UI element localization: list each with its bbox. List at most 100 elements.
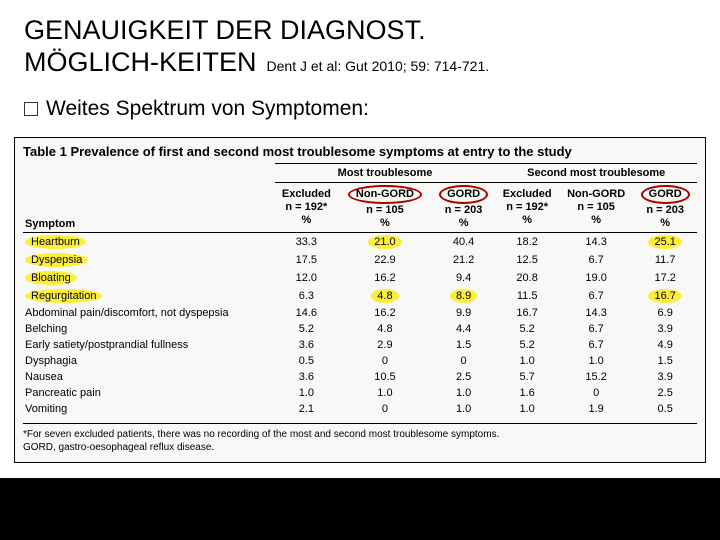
table-cell: 2.5 bbox=[633, 385, 697, 401]
data-table: Most troublesome Second most troublesome… bbox=[23, 163, 697, 418]
column-header: Excludedn = 192*% bbox=[495, 182, 559, 233]
table-cell: 1.0 bbox=[432, 385, 496, 401]
table-caption: Table 1 Prevalence of first and second m… bbox=[23, 144, 697, 159]
table-cell: 33.3 bbox=[275, 233, 339, 252]
table-cell: 17.5 bbox=[275, 251, 339, 269]
table-cell: 14.6 bbox=[275, 305, 339, 321]
symptom-label: Vomiting bbox=[23, 401, 275, 417]
table-cell: 8.9 bbox=[432, 287, 496, 305]
table-cell: 16.7 bbox=[633, 287, 697, 305]
table-cell: 4.9 bbox=[633, 337, 697, 353]
group-header-most: Most troublesome bbox=[275, 163, 496, 182]
table-cell: 16.2 bbox=[338, 269, 432, 287]
table-cell: 6.3 bbox=[275, 287, 339, 305]
table-row: Heartburn33.321.040.418.214.325.1 bbox=[23, 233, 697, 252]
table-cell: 1.9 bbox=[559, 401, 633, 417]
column-header: GORDn = 203% bbox=[633, 182, 697, 233]
table-cell: 16.7 bbox=[495, 305, 559, 321]
bullet-line: Weites Spektrum von Symptomen: bbox=[0, 85, 720, 127]
footnote-1: *For seven excluded patients, there was … bbox=[23, 428, 697, 441]
table-row: Bloating12.016.29.420.819.017.2 bbox=[23, 269, 697, 287]
table-cell: 6.7 bbox=[559, 287, 633, 305]
table-cell: 0 bbox=[559, 385, 633, 401]
table-cell: 16.2 bbox=[338, 305, 432, 321]
citation: Dent J et al: Gut 2010; 59: 714-721. bbox=[267, 58, 490, 74]
table-cell: 9.4 bbox=[432, 269, 496, 287]
table-cell: 40.4 bbox=[432, 233, 496, 252]
table-cell: 9.9 bbox=[432, 305, 496, 321]
table-cell: 2.5 bbox=[432, 369, 496, 385]
slide: GENAUIGKEIT DER DIAGNOST. MÖGLICH-KEITEN… bbox=[0, 0, 720, 540]
table-cell: 1.0 bbox=[559, 353, 633, 369]
table-cell: 21.2 bbox=[432, 251, 496, 269]
table-cell: 2.1 bbox=[275, 401, 339, 417]
title-block: GENAUIGKEIT DER DIAGNOST. MÖGLICH-KEITEN… bbox=[0, 0, 720, 85]
table-row: Dyspepsia17.522.921.212.56.711.7 bbox=[23, 251, 697, 269]
table-cell: 11.5 bbox=[495, 287, 559, 305]
table-cell: 0.5 bbox=[275, 353, 339, 369]
table-cell: 1.0 bbox=[275, 385, 339, 401]
symptom-label: Regurgitation bbox=[23, 287, 275, 305]
table-row: Abdominal pain/discomfort, not dyspepsia… bbox=[23, 305, 697, 321]
table-cell: 5.2 bbox=[495, 321, 559, 337]
table-cell: 1.0 bbox=[338, 385, 432, 401]
table-wrap: Table 1 Prevalence of first and second m… bbox=[14, 137, 706, 464]
footnote: *For seven excluded patients, there was … bbox=[23, 423, 697, 454]
bottom-bar bbox=[0, 478, 720, 540]
table-cell: 12.5 bbox=[495, 251, 559, 269]
table-cell: 1.5 bbox=[432, 337, 496, 353]
table-cell: 3.9 bbox=[633, 369, 697, 385]
table-cell: 5.2 bbox=[275, 321, 339, 337]
table-cell: 21.0 bbox=[338, 233, 432, 252]
symptom-label: Dysphagia bbox=[23, 353, 275, 369]
table-cell: 5.2 bbox=[495, 337, 559, 353]
table-row: Vomiting2.101.01.01.90.5 bbox=[23, 401, 697, 417]
table-cell: 1.0 bbox=[495, 353, 559, 369]
table-row: Dysphagia0.5001.01.01.5 bbox=[23, 353, 697, 369]
table-cell: 15.2 bbox=[559, 369, 633, 385]
table-row: Pancreatic pain1.01.01.01.602.5 bbox=[23, 385, 697, 401]
title-line2: MÖGLICH-KEITEN bbox=[24, 46, 257, 78]
symptom-label: Heartburn bbox=[23, 233, 275, 252]
table-row: Regurgitation6.34.88.911.56.716.7 bbox=[23, 287, 697, 305]
table-cell: 6.7 bbox=[559, 337, 633, 353]
table-cell: 2.9 bbox=[338, 337, 432, 353]
table-cell: 1.0 bbox=[432, 401, 496, 417]
table-cell: 17.2 bbox=[633, 269, 697, 287]
column-header: Excludedn = 192*% bbox=[275, 182, 339, 233]
table-cell: 18.2 bbox=[495, 233, 559, 252]
table-cell: 6.7 bbox=[559, 251, 633, 269]
table-cell: 22.9 bbox=[338, 251, 432, 269]
bullet-icon bbox=[24, 102, 38, 116]
table-cell: 12.0 bbox=[275, 269, 339, 287]
title-line1: GENAUIGKEIT DER DIAGNOST. bbox=[24, 14, 696, 46]
symptom-label: Bloating bbox=[23, 269, 275, 287]
group-header-second: Second most troublesome bbox=[495, 163, 697, 182]
table-cell: 10.5 bbox=[338, 369, 432, 385]
table-cell: 4.8 bbox=[338, 321, 432, 337]
symptom-label: Pancreatic pain bbox=[23, 385, 275, 401]
table-cell: 1.5 bbox=[633, 353, 697, 369]
table-row: Nausea3.610.52.55.715.23.9 bbox=[23, 369, 697, 385]
table-row: Belching5.24.84.45.26.73.9 bbox=[23, 321, 697, 337]
column-header: Non-GORDn = 105% bbox=[338, 182, 432, 233]
table-cell: 0 bbox=[338, 353, 432, 369]
table-cell: 11.7 bbox=[633, 251, 697, 269]
footnote-2: GORD, gastro-oesophageal reflux disease. bbox=[23, 441, 697, 454]
table-cell: 4.8 bbox=[338, 287, 432, 305]
symptom-label: Dyspepsia bbox=[23, 251, 275, 269]
bullet-text: Weites Spektrum von Symptomen: bbox=[46, 97, 369, 120]
symptom-label: Belching bbox=[23, 321, 275, 337]
table-cell: 3.9 bbox=[633, 321, 697, 337]
table-cell: 6.7 bbox=[559, 321, 633, 337]
table-cell: 3.6 bbox=[275, 369, 339, 385]
table-cell: 1.0 bbox=[495, 401, 559, 417]
table-cell: 4.4 bbox=[432, 321, 496, 337]
table-cell: 5.7 bbox=[495, 369, 559, 385]
table-cell: 14.3 bbox=[559, 233, 633, 252]
table-cell: 3.6 bbox=[275, 337, 339, 353]
table-cell: 1.6 bbox=[495, 385, 559, 401]
symptom-label: Nausea bbox=[23, 369, 275, 385]
column-header: GORDn = 203% bbox=[432, 182, 496, 233]
table-row: Early satiety/postprandial fullness3.62.… bbox=[23, 337, 697, 353]
